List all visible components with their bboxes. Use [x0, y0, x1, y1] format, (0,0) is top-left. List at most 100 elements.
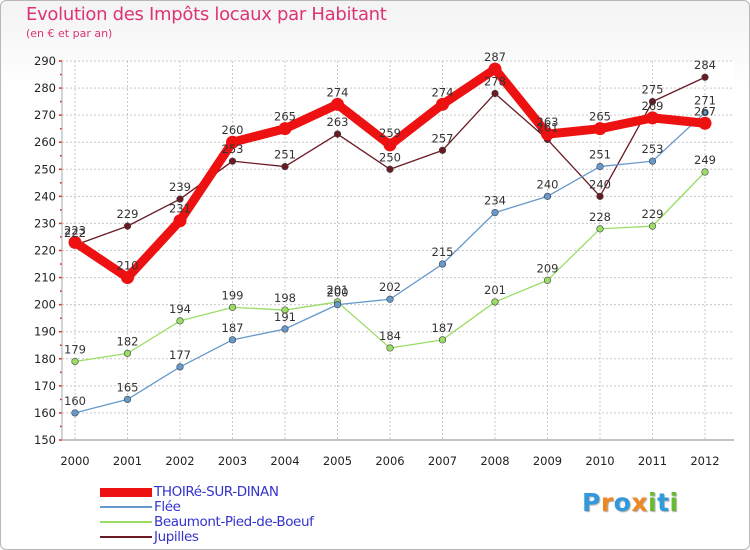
- data-point: [596, 192, 604, 200]
- data-label: 265: [589, 110, 611, 124]
- legend-label: Beaumont-Pied-de-Boeuf: [154, 514, 314, 530]
- data-point: [386, 295, 394, 303]
- data-point: [491, 209, 499, 217]
- data-label: 249: [694, 153, 716, 167]
- data-point: [701, 168, 709, 176]
- data-label: 240: [589, 177, 611, 191]
- data-point: [701, 73, 709, 81]
- data-label: 231: [169, 202, 191, 216]
- data-label: 278: [484, 74, 506, 88]
- brand-logo-letter: t: [657, 488, 670, 517]
- x-tick-label: 2006: [375, 454, 404, 468]
- data-label: 229: [117, 207, 139, 221]
- chart-title: Evolution des Impôts locaux par Habitant: [26, 4, 387, 25]
- brand-logo-letter: x: [631, 488, 648, 517]
- data-point: [698, 116, 712, 130]
- data-point: [123, 395, 132, 403]
- data-point: [176, 363, 184, 371]
- data-label: 187: [222, 321, 244, 335]
- y-tick-label: 230: [34, 216, 56, 230]
- data-label: 234: [484, 194, 506, 208]
- data-point: [333, 130, 342, 138]
- data-point: [701, 108, 709, 117]
- data-label: 239: [169, 180, 191, 194]
- y-tick-label: 190: [34, 325, 56, 339]
- data-label: 209: [537, 261, 559, 275]
- y-tick-label: 240: [34, 189, 56, 203]
- data-point: [386, 344, 394, 352]
- data-point: [331, 97, 344, 111]
- data-label: 200: [327, 286, 349, 300]
- x-tick-label: 2009: [533, 454, 562, 468]
- data-point: [173, 214, 187, 228]
- data-point: [278, 122, 292, 136]
- data-point: [648, 98, 657, 106]
- data-point: [176, 317, 184, 325]
- legend-swatch: [100, 536, 152, 538]
- data-label: 274: [327, 85, 349, 99]
- data-point: [593, 122, 607, 136]
- data-point: [386, 165, 394, 173]
- brand-logo-letter: o: [613, 488, 632, 517]
- data-label: 263: [537, 115, 559, 129]
- data-label: 274: [432, 85, 454, 99]
- data-label: 222: [64, 226, 86, 240]
- y-tick-label: 170: [34, 379, 56, 393]
- y-tick-label: 180: [34, 352, 56, 366]
- data-label: 267: [694, 104, 716, 118]
- data-point: [121, 271, 134, 285]
- y-tick-label: 260: [34, 135, 56, 149]
- y-tick-label: 160: [34, 406, 56, 420]
- data-label: 198: [274, 291, 296, 305]
- data-point: [596, 162, 604, 171]
- data-label: 210: [117, 259, 139, 273]
- y-tick-label: 220: [34, 244, 56, 258]
- data-label: 199: [222, 288, 244, 302]
- data-label: 240: [537, 177, 559, 191]
- y-tick-label: 290: [34, 54, 56, 68]
- data-label: 260: [222, 123, 244, 137]
- data-label: 228: [589, 210, 611, 224]
- data-label: 215: [432, 245, 454, 259]
- x-tick-label: 2008: [480, 454, 509, 468]
- y-tick-label: 210: [34, 271, 56, 285]
- data-label: 201: [484, 283, 506, 297]
- data-label: 263: [327, 115, 349, 129]
- data-label: 275: [642, 83, 664, 97]
- data-label: 202: [379, 280, 401, 294]
- data-label: 269: [642, 99, 664, 113]
- data-label: 251: [589, 148, 611, 162]
- data-label: 177: [169, 348, 191, 362]
- data-point: [438, 336, 447, 344]
- x-tick-label: 2007: [428, 454, 457, 468]
- x-tick-label: 2003: [218, 454, 247, 468]
- legend-label: Flée: [154, 499, 181, 515]
- data-label-layer: 222 229 239 253 251 263 250 257 278 261 240 275 284 1…: [64, 50, 716, 408]
- brand-logo-letter: r: [600, 488, 614, 517]
- data-point: [436, 97, 449, 111]
- data-point: [228, 336, 237, 344]
- data-point: [438, 146, 447, 154]
- y-tick-label: 270: [34, 108, 56, 122]
- x-tick-label: 2001: [113, 454, 142, 468]
- data-point: [281, 306, 289, 314]
- x-tick-label: 2004: [270, 454, 299, 468]
- data-label: 194: [169, 302, 191, 316]
- data-point: [646, 111, 659, 125]
- data-label: 257: [432, 131, 454, 145]
- data-label: 184: [379, 329, 401, 343]
- data-label: 165: [117, 380, 139, 394]
- brand-logo: Proxiti: [582, 488, 679, 517]
- x-tick-label: 2011: [638, 454, 667, 468]
- data-label: 265: [274, 110, 296, 124]
- data-point: [333, 301, 342, 309]
- data-point: [543, 276, 552, 284]
- data-label: 182: [117, 334, 139, 348]
- y-tick-label: 280: [34, 81, 56, 95]
- series-layer: [68, 62, 712, 417]
- data-label: 179: [64, 342, 86, 356]
- data-label: 253: [222, 142, 244, 156]
- data-label: 223: [64, 223, 86, 237]
- data-label: 229: [642, 207, 664, 221]
